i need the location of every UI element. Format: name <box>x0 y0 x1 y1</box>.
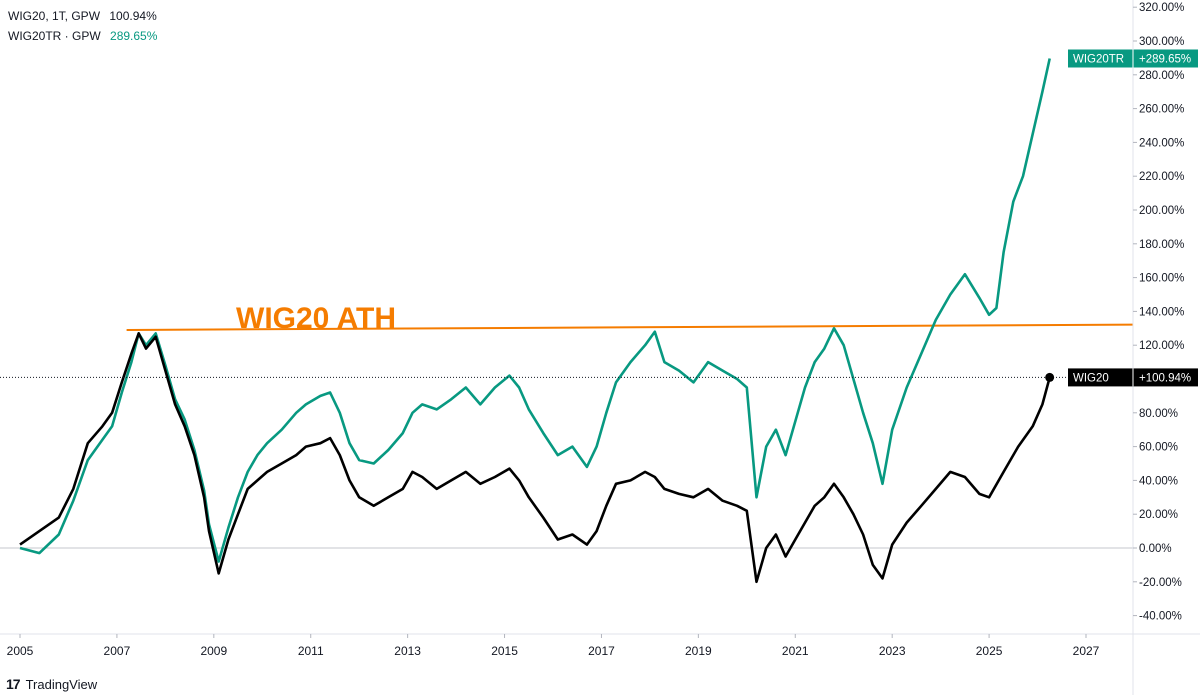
series-line-wig20tr <box>19 58 1051 563</box>
legend-wig20tr[interactable]: WIG20TR · GPW 289.65% <box>8 26 157 46</box>
legend: WIG20, 1T, GPW 100.94% WIG20TR · GPW 289… <box>8 6 157 46</box>
x-tick-label: 2021 <box>782 644 809 658</box>
x-tick-label: 2023 <box>879 644 906 658</box>
y-tick-label: -40.00% <box>1139 611 1182 623</box>
x-tick-label: 2017 <box>588 644 615 658</box>
y-tick-label: -20.00% <box>1139 577 1182 589</box>
ath-line <box>126 323 1134 331</box>
y-tick-label: 200.00% <box>1139 205 1184 217</box>
x-tick-label: 2011 <box>298 644 324 658</box>
wig20-last-point <box>1045 372 1055 382</box>
y-axis: 320.00% 300.00% 280.00% 260.00% 240.00% 220.0… <box>1068 0 1198 695</box>
ath-annotation: WIG20 ATH <box>236 302 396 335</box>
x-tick-label: 2019 <box>685 644 712 658</box>
x-tick-label: 2007 <box>104 644 131 658</box>
price-label-wig20tr-name: WIG20TR <box>1073 53 1124 65</box>
y-tick-label: 240.00% <box>1139 137 1184 149</box>
y-tick-label: 60.00% <box>1139 442 1178 454</box>
x-tick-label: 2027 <box>1073 644 1100 658</box>
price-label-wig20tr: WIG20TR +289.65% <box>1068 49 1198 68</box>
y-tick-label: 0.00% <box>1139 543 1172 555</box>
x-tick-label: 2013 <box>394 644 421 658</box>
price-label-wig20-name: WIG20 <box>1073 372 1109 384</box>
legend-wig20-label: WIG20, 1T, GPW <box>8 9 101 23</box>
tradingview-name: TradingView <box>25 676 98 692</box>
y-tick-label: 260.00% <box>1139 104 1184 116</box>
x-tick-label: 2005 <box>7 644 34 658</box>
y-tick-label: 120.00% <box>1139 340 1184 352</box>
tradingview-mark-icon: 17 <box>6 676 21 692</box>
x-tick-label: 2015 <box>491 644 518 658</box>
y-tick-label: 280.00% <box>1139 70 1184 82</box>
x-axis: 2005 2007 2009 2011 2013 2015 2017 2019 2021 2023… <box>0 633 1200 658</box>
y-tick-label: 40.00% <box>1139 475 1178 487</box>
tradingview-logo[interactable]: 17 TradingView <box>6 676 97 692</box>
x-tick-label: 2025 <box>976 644 1003 658</box>
legend-wig20tr-label: WIG20TR · GPW <box>8 29 101 43</box>
y-tick-label: 20.00% <box>1139 509 1178 521</box>
legend-wig20[interactable]: WIG20, 1T, GPW 100.94% <box>8 6 157 26</box>
y-tick-label: 140.00% <box>1139 306 1184 318</box>
legend-wig20-value: 100.94% <box>109 9 157 23</box>
y-tick-label: 220.00% <box>1139 171 1184 183</box>
y-tick-label: 320.00% <box>1139 2 1184 14</box>
plot-area: WIG20 ATH <box>0 58 1134 584</box>
y-tick-label: 160.00% <box>1139 273 1184 285</box>
y-tick-label: 80.00% <box>1139 408 1178 420</box>
y-tick-label: 300.00% <box>1139 36 1184 48</box>
x-tick-label: 2009 <box>200 644 227 658</box>
y-tick-label: 180.00% <box>1139 239 1184 251</box>
price-label-wig20tr-value: +289.65% <box>1139 53 1191 65</box>
price-label-wig20: WIG20 +100.94% <box>1068 368 1198 387</box>
series-line-wig20 <box>19 332 1051 584</box>
price-label-wig20-value: +100.94% <box>1139 372 1191 384</box>
legend-wig20tr-value: 289.65% <box>110 29 158 43</box>
